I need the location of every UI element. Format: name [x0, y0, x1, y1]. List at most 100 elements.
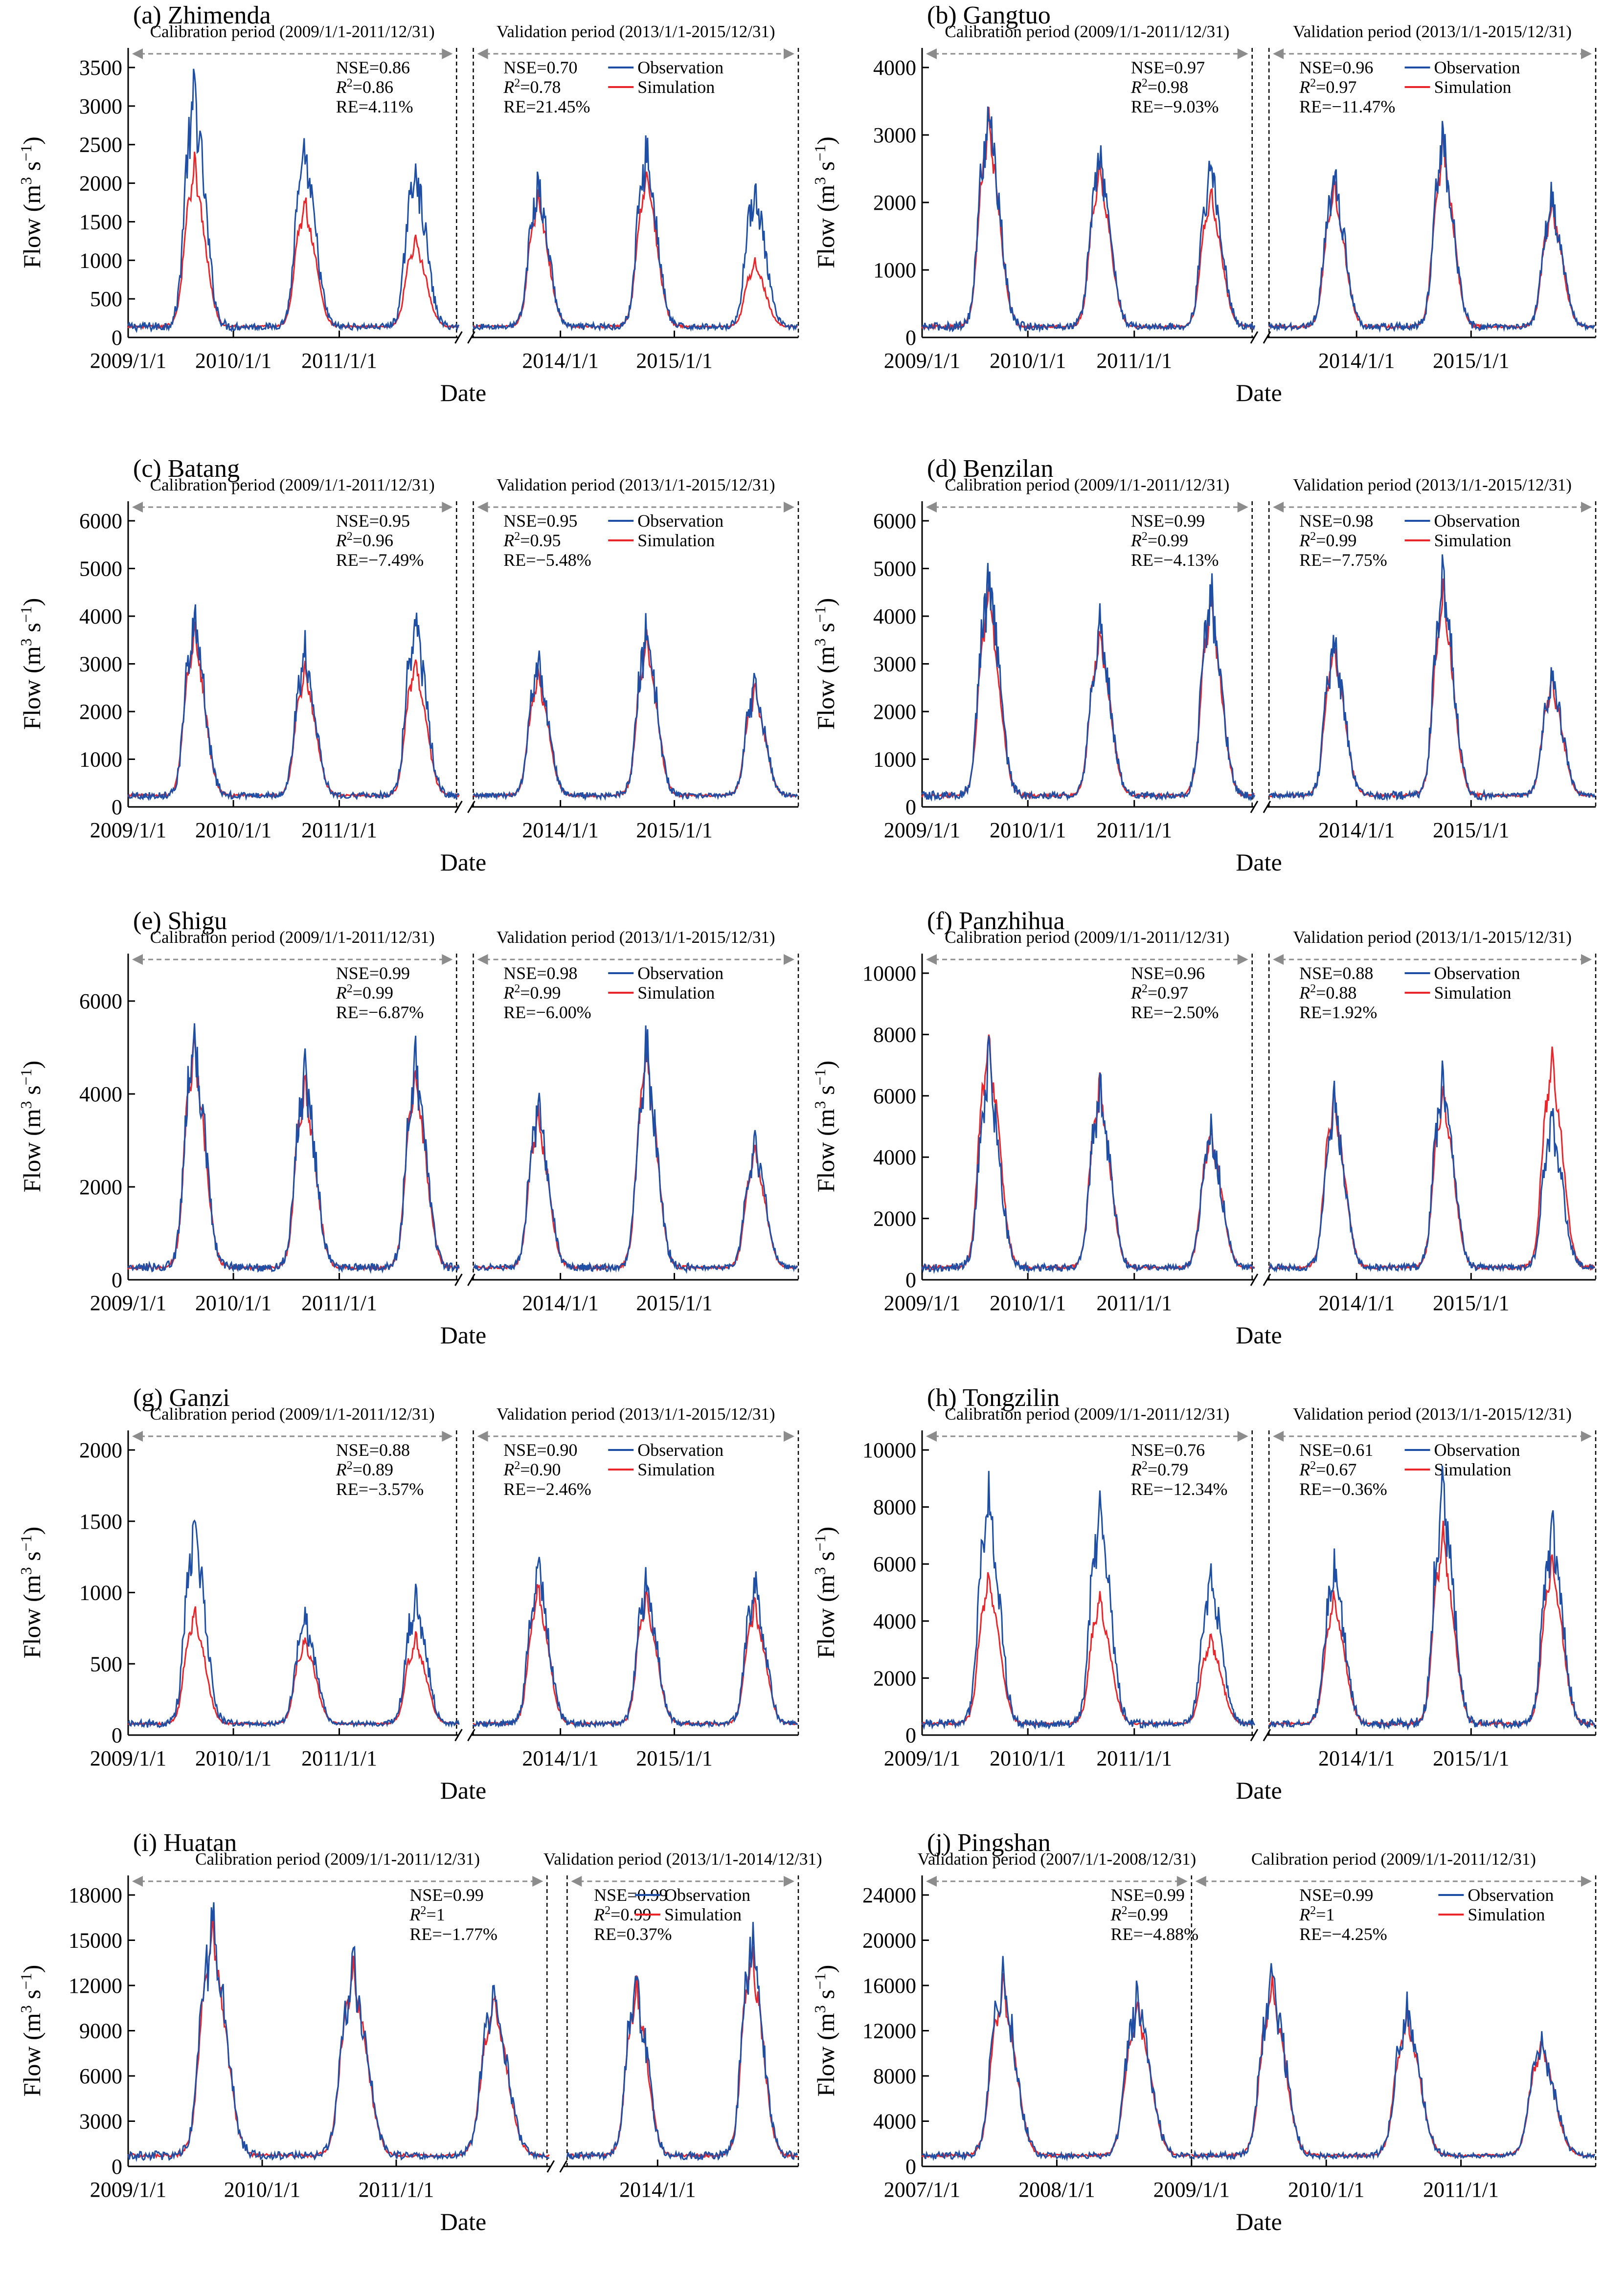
axis-break-mark: [1250, 1273, 1259, 1286]
panel-7: (g) Ganzi 0 500 1000 1500 2000 Flow (m3 s−1) 20…: [17, 1384, 799, 1804]
stat-re: RE=−3.57%: [336, 1479, 424, 1499]
stat-re: RE=−4.25%: [1299, 1924, 1387, 1944]
arrow-head-left: [132, 48, 143, 59]
legend-observation: Observation: [637, 1440, 723, 1460]
x-tick-label: 2010/1/1: [195, 1746, 271, 1770]
axis-break-mark: [467, 801, 475, 813]
y-tick-label: 4000: [79, 604, 122, 628]
series-line-observation: [566, 1922, 798, 2162]
legend-simulation: Simulation: [1434, 531, 1512, 550]
y-tick-label: 3000: [873, 652, 916, 676]
panel-title: (i) Huatan: [133, 1829, 237, 1857]
arrow-head-left: [132, 1431, 143, 1442]
y-tick-label: 1000: [79, 1581, 122, 1605]
arrow-head-left: [1273, 502, 1284, 513]
arrow-head-right: [1581, 502, 1592, 513]
stat-re: RE=−12.34%: [1131, 1479, 1228, 1499]
y-tick-label: 10000: [862, 961, 916, 985]
y-axis-label: Flow (m3 s−1): [17, 1061, 45, 1193]
y-tick-label: 4000: [873, 1145, 916, 1169]
arrow-head-left: [477, 954, 488, 965]
arrow-head-right: [784, 954, 794, 965]
x-tick-label: 2010/1/1: [990, 818, 1066, 842]
period-name: Calibration period (2009/1/1-2011/12/31): [150, 22, 435, 41]
arrow-head-right: [532, 1876, 543, 1887]
y-tick-label: 6000: [79, 509, 122, 533]
period-name: Validation period (2013/1/1-2015/12/31): [1293, 928, 1572, 947]
x-tick-label: 2011/1/1: [301, 818, 377, 842]
x-tick-label: 2014/1/1: [1318, 1291, 1395, 1315]
legend-observation: Observation: [637, 58, 723, 77]
stat-r2: R2=0.97: [1299, 77, 1356, 97]
panel-title: (h) Tongzilin: [927, 1384, 1060, 1412]
y-tick-label: 1000: [79, 248, 122, 272]
arrow-head-left: [477, 1431, 488, 1442]
axis-break-gap: [458, 1275, 472, 1285]
series-line-observation: [127, 604, 460, 802]
y-tick-label: 2000: [79, 1175, 122, 1199]
legend-observation: Observation: [637, 511, 723, 531]
x-tick-label: 2011/1/1: [301, 1291, 377, 1315]
stat-nse: NSE=0.95: [336, 511, 410, 531]
x-tick-label: 2011/1/1: [1096, 1291, 1172, 1315]
y-tick-label: 0: [905, 1268, 916, 1292]
stat-nse: NSE=0.96: [1131, 963, 1205, 983]
arrow-head-right: [442, 954, 453, 965]
x-tick-label: 2010/1/1: [195, 349, 271, 373]
x-tick-label: 2015/1/1: [1433, 1746, 1509, 1770]
stat-r2: R2=0.98: [1130, 77, 1188, 97]
y-axis-label: Flow (m3 s−1): [17, 1965, 45, 2097]
series-line-observation: [473, 1557, 798, 1729]
axis-break-mark: [1263, 1729, 1271, 1741]
stat-nse: NSE=0.61: [1299, 1440, 1373, 1460]
stat-nse: NSE=0.97: [1131, 58, 1205, 77]
series-line-simulation: [1269, 1520, 1596, 1727]
y-tick-label: 0: [112, 1268, 122, 1292]
x-tick-label: 2011/1/1: [359, 2178, 434, 2202]
y-axis-label: Flow (m3 s−1): [811, 136, 839, 268]
x-axis-label: Date: [440, 1777, 486, 1804]
x-tick-label: 2011/1/1: [301, 1746, 377, 1770]
x-axis-label: Date: [1236, 379, 1282, 406]
x-tick-label: 2014/1/1: [522, 1746, 598, 1770]
stat-re: RE=−4.13%: [1131, 550, 1219, 570]
stat-r2: R2=1: [1299, 1904, 1334, 1924]
axis-break-mark: [454, 331, 463, 344]
arrow-head-right: [784, 1876, 794, 1887]
series-line-observation: [922, 106, 1256, 333]
y-tick-label: 2000: [79, 172, 122, 196]
stat-nse: NSE=0.98: [503, 963, 577, 983]
period-name: Calibration period (2009/1/1-2011/12/31): [1251, 1850, 1536, 1869]
panel-6: (f) Panzhihua 0 2000 4000 6000 8000 10000 Flow …: [811, 907, 1597, 1349]
axis-break-gap: [1253, 802, 1267, 812]
y-tick-label: 2000: [873, 191, 916, 215]
y-axis-label: Flow (m3 s−1): [811, 1527, 839, 1659]
stat-re: RE=−2.50%: [1131, 1003, 1219, 1022]
x-tick-label: 2008/1/1: [1018, 2178, 1095, 2202]
arrow-head-left: [926, 954, 937, 965]
series-line-observation: [127, 1023, 460, 1274]
y-tick-label: 9000: [79, 2019, 122, 2043]
stat-re: RE=−5.48%: [503, 550, 591, 570]
stat-r2: R2=0.88: [1299, 982, 1356, 1003]
stat-re: RE=−6.87%: [336, 1003, 424, 1022]
arrow-head-left: [926, 1876, 937, 1887]
x-tick-label: 2010/1/1: [195, 818, 271, 842]
panel-1: (a) Zhimenda 0 500 1000 1500 2000 2500 3000 3500…: [17, 1, 799, 406]
period-name: Validation period (2013/1/1-2015/12/31): [1293, 475, 1572, 494]
series-line-simulation: [127, 152, 459, 330]
y-axis-label: Flow (m3 s−1): [17, 598, 45, 730]
series-line-observation: [127, 1902, 550, 2162]
arrow-head-left: [1273, 954, 1284, 965]
x-tick-label: 2015/1/1: [636, 1746, 712, 1770]
y-tick-label: 500: [90, 1652, 122, 1676]
axis-break-mark: [1263, 1273, 1271, 1286]
period-name: Calibration period (2009/1/1-2011/12/31): [945, 22, 1229, 41]
series-line-simulation: [127, 1914, 550, 2159]
series-line-observation: [1268, 1060, 1595, 1273]
y-tick-label: 1500: [79, 210, 122, 234]
arrow-head-right: [442, 502, 453, 513]
legend-simulation: Simulation: [637, 77, 715, 97]
axis-break-mark: [454, 1729, 463, 1741]
period-name: Validation period (2013/1/1-2015/12/31): [497, 1404, 775, 1424]
